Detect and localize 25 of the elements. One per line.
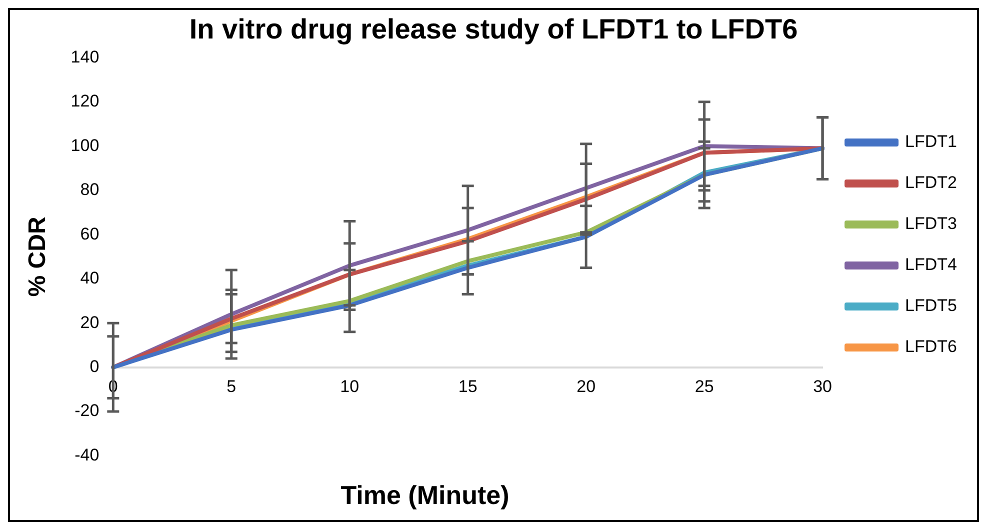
- y-tick-label: -40: [74, 445, 100, 464]
- y-tick-label: 120: [70, 92, 100, 111]
- y-axis-title: % CDR: [24, 216, 52, 297]
- legend-label: LFDT1: [905, 132, 958, 152]
- x-tick-label: 5: [226, 377, 236, 396]
- y-tick-label: -20: [74, 401, 100, 420]
- y-tick-label: 140: [70, 47, 100, 66]
- legend-label: LFDT6: [905, 337, 958, 356]
- legend-label: LFDT4: [905, 255, 958, 274]
- chart-title: In vitro drug release study of LFDT1 to LFDT6: [189, 14, 798, 45]
- x-tick-label: 10: [340, 377, 360, 396]
- legend-label: LFDT5: [905, 296, 958, 316]
- x-tick-label: 30: [813, 377, 832, 396]
- y-tick-label: 60: [80, 224, 100, 244]
- y-tick-label: 20: [80, 312, 100, 332]
- x-tick-label: 20: [576, 377, 596, 396]
- x-axis-title: Time (Minute): [340, 480, 510, 511]
- y-tick-label: 40: [80, 268, 100, 288]
- x-tick-label: 25: [694, 377, 714, 396]
- y-tick-label: 0: [90, 357, 100, 376]
- legend-label: LFDT2: [905, 173, 958, 192]
- y-tick-label: 100: [70, 136, 100, 155]
- y-tick-label: 80: [80, 180, 100, 200]
- x-tick-label: 15: [458, 377, 478, 396]
- legend-label: LFDT3: [905, 214, 958, 234]
